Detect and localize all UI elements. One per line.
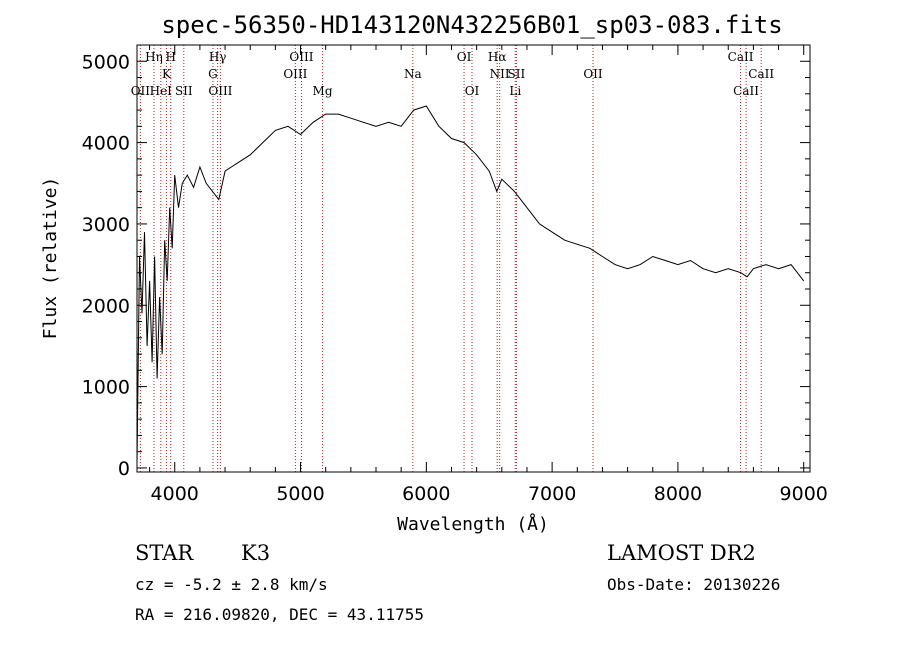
line-marker-label: Hγ [209,50,227,64]
line-marker-label: CaII [728,50,754,64]
chart-title: spec-56350-HD143120N432256B01_sp03-083.f… [161,11,782,39]
line-marker-label: H [165,50,175,64]
y-tick-label: 4000 [82,133,130,155]
y-tick-label: 0 [118,458,130,480]
x-tick-label: 9000 [780,483,828,505]
y-tick-label: 1000 [82,377,130,399]
line-marker-labels: OII Hη HeI KH SII Hγ G OIII OIII OIII Mg Na OI OI Hα NI… [131,50,775,98]
line-marker-label: Hα [488,50,507,64]
axis-ticks [137,44,810,472]
line-marker-label: SII [508,67,526,81]
x-tick-label: 4000 [151,483,199,505]
y-tick-label: 2000 [82,295,130,317]
spectrum-series-line [136,105,805,464]
object-subclass: K3 [241,541,270,565]
line-marker-label: OIII [283,67,307,81]
line-marker-label: OII [583,67,603,81]
line-marker-label: CaII [748,67,774,81]
line-marker-label: OI [457,50,472,64]
line-marker-label: CaII [733,84,759,98]
line-marker-label: Mg [313,84,333,98]
x-axis-tick-labels: 4000 5000 6000 7000 8000 9000 [151,483,828,505]
line-marker-label: OII [131,84,151,98]
line-marker-label: Na [404,67,422,81]
plot-frame [136,44,811,473]
y-axis-label: Flux (relative) [40,177,61,340]
sky-coordinates: RA = 216.09820, DEC = 43.11755 [135,605,424,624]
x-tick-label: 6000 [402,483,450,505]
x-tick-label: 5000 [276,483,324,505]
line-marker-label: OI [465,84,480,98]
redshift-cz: cz = -5.2 ± 2.8 km/s [135,575,328,594]
line-marker-label: K [162,67,172,81]
line-marker-label: Hη [145,50,163,64]
x-tick-label: 7000 [528,483,576,505]
survey-name: LAMOST DR2 [607,541,756,565]
line-marker-label: OIII [289,50,313,64]
line-marker-label: HeI [150,84,173,98]
line-markers [139,45,762,472]
x-tick-label: 8000 [654,483,702,505]
x-axis-label: Wavelength (Å) [397,513,549,535]
line-marker-label: OIII [208,84,232,98]
line-marker-label: NII [490,67,510,81]
line-marker-label: SII [175,84,193,98]
observation-date: Obs-Date: 20130226 [607,575,780,594]
line-marker-label: Li [509,84,521,98]
line-marker-label: G [208,67,218,81]
object-class: STAR [135,541,194,565]
y-axis-tick-labels: 0 1000 2000 3000 4000 5000 [82,51,130,480]
y-tick-label: 5000 [82,51,130,73]
y-tick-label: 3000 [82,214,130,236]
